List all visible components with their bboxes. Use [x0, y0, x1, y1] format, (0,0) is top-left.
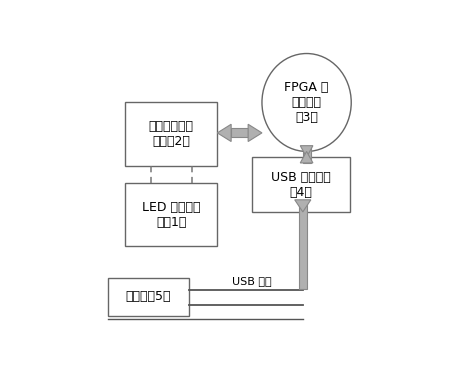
Bar	[303, 146, 310, 163]
Polygon shape	[248, 124, 262, 141]
Polygon shape	[300, 151, 313, 163]
Bar	[252, 157, 350, 212]
Bar	[299, 200, 307, 289]
Text: 光强分布获取
装置（2）: 光强分布获取 装置（2）	[149, 120, 194, 148]
Polygon shape	[300, 146, 313, 157]
Bar	[125, 102, 217, 166]
Text: FPGA 控
制芯片组
（3）: FPGA 控 制芯片组 （3）	[284, 81, 329, 124]
Text: USB 传输电路
（4）: USB 传输电路 （4）	[271, 171, 331, 199]
Text: USB 总线: USB 总线	[232, 276, 271, 286]
Bar	[125, 183, 217, 246]
Polygon shape	[217, 124, 231, 141]
Bar	[108, 278, 189, 316]
Text: 上位机（5）: 上位机（5）	[126, 290, 171, 303]
Ellipse shape	[262, 53, 351, 151]
Text: LED 灯放置底
座（1）: LED 灯放置底 座（1）	[142, 201, 200, 229]
Polygon shape	[295, 200, 311, 212]
Bar	[231, 128, 248, 138]
